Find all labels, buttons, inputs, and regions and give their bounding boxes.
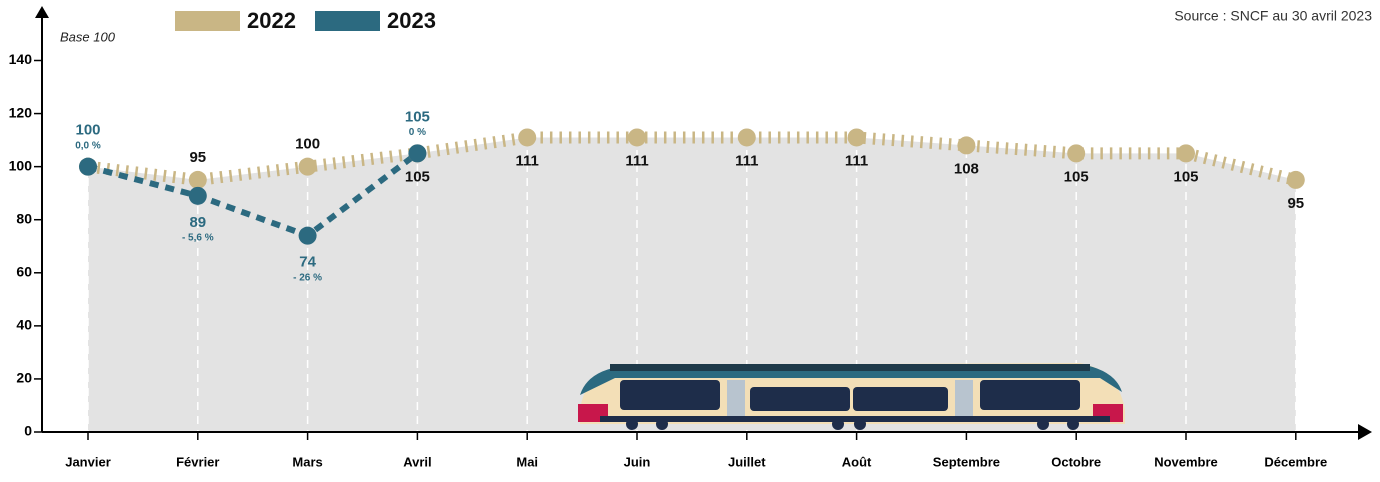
data-label: 111 xyxy=(625,152,648,169)
x-tick-label: Juillet xyxy=(728,454,766,469)
series-line xyxy=(87,150,420,240)
point xyxy=(1067,144,1086,163)
x-tick-label: Février xyxy=(176,454,219,469)
change-label: - 26 % xyxy=(293,272,322,283)
x-arrow xyxy=(1358,424,1372,440)
legend-swatch xyxy=(175,11,240,31)
x-tick-label: Juin xyxy=(624,454,651,469)
legend-swatch xyxy=(315,11,380,31)
point xyxy=(628,128,646,147)
legend-label: 2023 xyxy=(387,8,436,33)
data-label: 100 xyxy=(75,122,100,139)
train-illustration xyxy=(578,363,1125,430)
x-tick-label: Octobre xyxy=(1051,454,1101,469)
data-label: 95 xyxy=(189,149,206,166)
data-label: 111 xyxy=(735,152,758,169)
point xyxy=(79,157,97,176)
y-tick-label: 60 xyxy=(16,263,32,279)
data-label: 105 xyxy=(405,168,430,185)
point xyxy=(188,170,207,189)
point xyxy=(298,157,317,176)
x-tick-label: Avril xyxy=(403,454,431,469)
data-label: 105 xyxy=(405,108,430,125)
data-label: 111 xyxy=(516,152,539,169)
x-tick-label: Mai xyxy=(516,454,538,469)
point xyxy=(408,144,427,163)
point xyxy=(518,128,537,147)
area xyxy=(88,137,1296,433)
y-tick-label: 140 xyxy=(9,51,33,67)
point xyxy=(847,128,866,147)
point xyxy=(298,226,317,245)
data-label: 105 xyxy=(1064,168,1089,185)
y-tick-label: 80 xyxy=(16,210,32,226)
y-axis-label: Base 100 xyxy=(60,29,116,44)
y-tick-label: 20 xyxy=(16,370,32,386)
y-tick-label: 40 xyxy=(16,317,32,333)
point xyxy=(737,128,756,147)
y-tick-label: 0 xyxy=(24,423,32,439)
data-label: 108 xyxy=(954,160,979,177)
y-tick-label: 100 xyxy=(9,157,33,173)
point xyxy=(1177,144,1195,163)
point xyxy=(957,136,976,155)
data-label: 89 xyxy=(189,214,206,231)
y-arrow xyxy=(35,6,49,18)
data-label: 100 xyxy=(295,136,320,153)
change-label: - 5,6 % xyxy=(182,232,214,243)
y-tick-label: 120 xyxy=(9,104,33,120)
data-label: 74 xyxy=(299,254,316,271)
x-tick-label: Janvier xyxy=(65,454,111,469)
change-label: 0,0 % xyxy=(75,140,101,151)
point xyxy=(188,186,207,205)
source: Source : SNCF au 30 avril 2023 xyxy=(1174,8,1372,24)
data-label: 111 xyxy=(845,152,868,169)
x-tick-label: Décembre xyxy=(1264,454,1327,469)
point xyxy=(1286,170,1305,189)
data-label: 105 xyxy=(1173,168,1198,185)
legend-label: 2022 xyxy=(247,8,296,33)
x-tick-label: Août xyxy=(842,454,872,469)
x-tick-label: Mars xyxy=(292,454,322,469)
x-tick-label: Novembre xyxy=(1154,454,1218,469)
x-tick-label: Septembre xyxy=(933,454,1000,469)
change-label: 0 % xyxy=(409,127,426,138)
data-label: 95 xyxy=(1287,195,1304,212)
